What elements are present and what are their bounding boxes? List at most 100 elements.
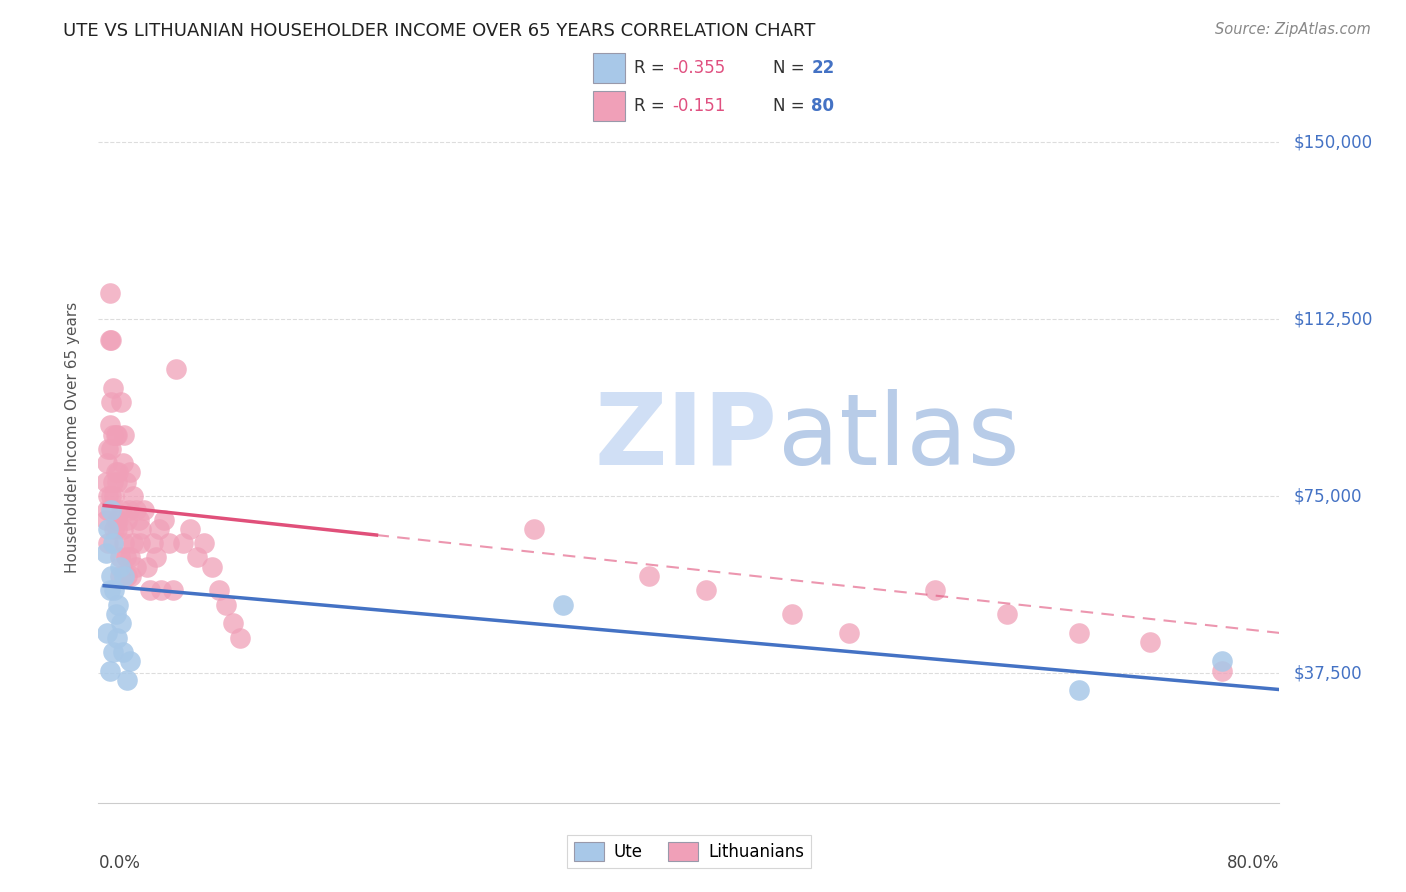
- Point: [215, 598, 238, 612]
- Text: UTE VS LITHUANIAN HOUSEHOLDER INCOME OVER 65 YEARS CORRELATION CHART: UTE VS LITHUANIAN HOUSEHOLDER INCOME OVE…: [63, 22, 815, 40]
- Point: [139, 583, 162, 598]
- Point: [112, 536, 135, 550]
- Point: [114, 550, 136, 565]
- Text: $112,500: $112,500: [1294, 310, 1372, 328]
- Point: [179, 522, 201, 536]
- Text: N =: N =: [773, 59, 810, 77]
- Point: [157, 536, 180, 550]
- Point: [98, 664, 121, 678]
- Point: [110, 616, 132, 631]
- Point: [107, 466, 129, 480]
- Point: [103, 522, 125, 536]
- Point: [111, 522, 134, 536]
- Text: N =: N =: [773, 97, 810, 115]
- Point: [101, 427, 124, 442]
- Point: [100, 489, 122, 503]
- Point: [153, 513, 176, 527]
- Point: [115, 673, 138, 687]
- Point: [110, 394, 132, 409]
- Point: [131, 522, 153, 536]
- Point: [229, 631, 252, 645]
- Point: [165, 361, 187, 376]
- Point: [96, 503, 118, 517]
- Point: [101, 475, 124, 489]
- Text: ZIP: ZIP: [595, 389, 778, 485]
- Point: [201, 559, 224, 574]
- Point: [100, 334, 122, 348]
- Point: [105, 522, 128, 536]
- Text: $75,000: $75,000: [1294, 487, 1362, 505]
- Text: R =: R =: [634, 59, 675, 77]
- Point: [118, 654, 141, 668]
- Point: [142, 536, 165, 550]
- Point: [121, 536, 143, 550]
- Point: [96, 456, 118, 470]
- Point: [94, 546, 117, 560]
- Point: [162, 583, 184, 598]
- Point: [104, 513, 127, 527]
- Bar: [593, 54, 624, 83]
- Point: [125, 503, 148, 517]
- Point: [97, 536, 120, 550]
- Point: [1211, 664, 1233, 678]
- Point: [107, 598, 129, 612]
- Point: [94, 513, 117, 527]
- Point: [105, 427, 128, 442]
- Point: [136, 559, 159, 574]
- Point: [134, 503, 156, 517]
- Point: [780, 607, 803, 621]
- Point: [98, 583, 121, 598]
- Text: R =: R =: [634, 97, 675, 115]
- Point: [1139, 635, 1161, 649]
- Point: [98, 334, 121, 348]
- Point: [924, 583, 946, 598]
- Point: [105, 475, 128, 489]
- Point: [695, 583, 717, 598]
- Legend: Ute, Lithuanians: Ute, Lithuanians: [567, 835, 811, 868]
- Point: [101, 536, 124, 550]
- Point: [98, 418, 121, 433]
- Point: [128, 513, 150, 527]
- Point: [103, 489, 125, 503]
- Point: [98, 286, 121, 301]
- Point: [101, 380, 124, 394]
- Point: [129, 536, 152, 550]
- Point: [523, 522, 546, 536]
- Point: [110, 503, 132, 517]
- Point: [208, 583, 231, 598]
- Point: [100, 569, 122, 583]
- Point: [100, 442, 122, 456]
- Point: [104, 466, 127, 480]
- Point: [172, 536, 194, 550]
- Point: [115, 569, 138, 583]
- Text: 0.0%: 0.0%: [98, 854, 141, 872]
- Text: 22: 22: [811, 59, 835, 77]
- Point: [97, 522, 120, 536]
- Point: [186, 550, 208, 565]
- Point: [104, 607, 127, 621]
- Text: $37,500: $37,500: [1294, 664, 1362, 682]
- Text: atlas: atlas: [778, 389, 1019, 485]
- Point: [117, 503, 139, 517]
- Point: [112, 569, 135, 583]
- Point: [96, 626, 118, 640]
- Text: 80: 80: [811, 97, 834, 115]
- Point: [637, 569, 659, 583]
- Point: [101, 645, 124, 659]
- Point: [1067, 682, 1090, 697]
- Point: [108, 559, 131, 574]
- Point: [121, 489, 143, 503]
- Point: [105, 631, 128, 645]
- Point: [150, 583, 173, 598]
- Point: [100, 394, 122, 409]
- Point: [118, 550, 141, 565]
- Point: [551, 598, 574, 612]
- Point: [120, 569, 142, 583]
- Point: [145, 550, 167, 565]
- Point: [1211, 654, 1233, 668]
- Point: [97, 442, 120, 456]
- Point: [118, 466, 141, 480]
- Point: [111, 645, 134, 659]
- Point: [108, 550, 131, 565]
- Text: 80.0%: 80.0%: [1227, 854, 1279, 872]
